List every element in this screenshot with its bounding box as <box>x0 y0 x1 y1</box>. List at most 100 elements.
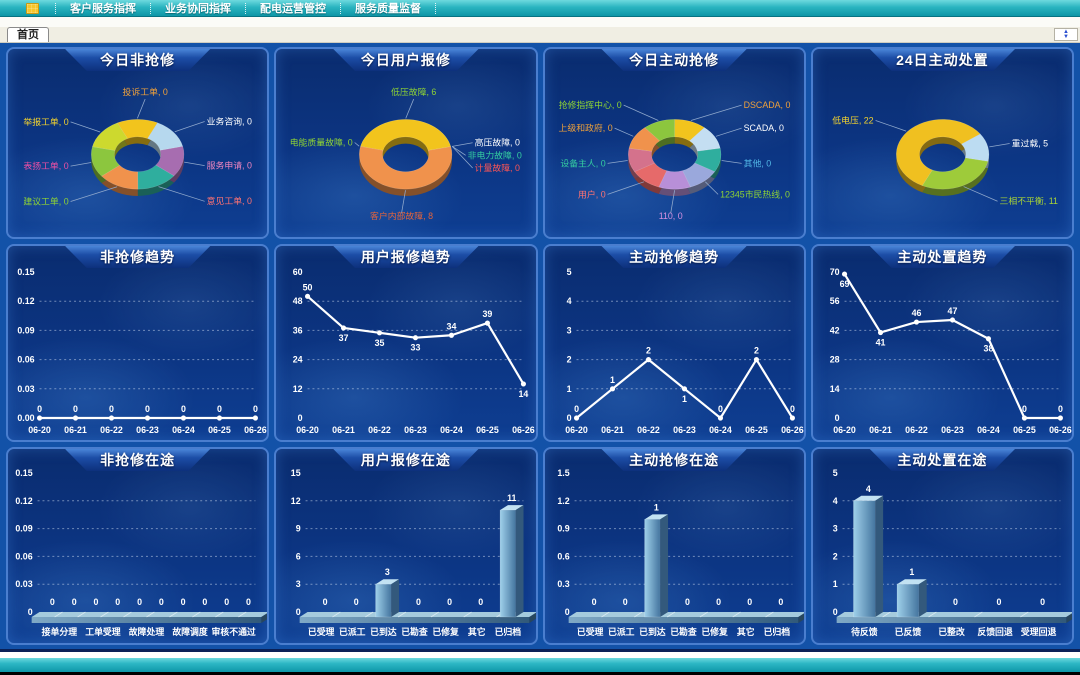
svg-text:06-23: 06-23 <box>673 425 696 435</box>
svg-text:3: 3 <box>385 567 390 577</box>
svg-text:反馈回退: 反馈回退 <box>977 626 1013 637</box>
svg-text:0: 0 <box>28 607 33 617</box>
svg-text:70: 70 <box>829 267 839 277</box>
pie-chart-24h-active-disposal: 重过载, 5 三相不平衡, 11 低电压, 22 <box>832 114 1058 206</box>
svg-text:0: 0 <box>109 404 114 414</box>
svg-text:38: 38 <box>983 344 993 354</box>
panel-today-non-emergency: 今日非抢修 投诉工单, 0 业务咨询, 0 服务申请, 0 意见工单, 0 举报工单, … <box>6 47 270 239</box>
svg-text:06-25: 06-25 <box>745 425 768 435</box>
line-chart-user-repair-trend: 0 12 24 36 48 60 06-20 06-21 06-22 06-23 06-24 06-2… <box>293 267 535 435</box>
panel-non-emergency-trend: 非抢修趋势 0.00 0.03 0.06 0.09 0.12 0.15 06-20 06-21… <box>6 244 270 442</box>
svg-text:06-22: 06-22 <box>100 425 123 435</box>
footer-bar[interactable] <box>0 658 1080 672</box>
panel-title: 用户报修在途 <box>360 452 451 468</box>
svg-text:故障处理: 故障处理 <box>129 626 165 637</box>
panel-title-plate: 今日非抢修 <box>65 49 211 71</box>
svg-text:0: 0 <box>246 597 251 607</box>
pie-chart-today-active-repair: 110, 0 DSCADA, 0 SCADA, 0 其他, 0 12345市民热线, 0… <box>558 99 790 221</box>
svg-text:接单分理: 接单分理 <box>42 626 78 637</box>
svg-text:06-20: 06-20 <box>296 425 319 435</box>
svg-text:其他, 0: 其他, 0 <box>743 157 771 168</box>
scroll-up-icon[interactable]: ▲ <box>1063 28 1069 35</box>
svg-text:0: 0 <box>953 597 958 607</box>
svg-text:0.12: 0.12 <box>15 496 32 506</box>
svg-text:0: 0 <box>447 597 452 607</box>
bar-chart-user-repair-in-transit: 0 3 6 9 12 15 0 0 3 0 0 0 11 已受理 已派工 已到达 已勘查 已修复 其它 已归档 <box>291 468 536 637</box>
svg-text:设备主人, 0: 设备主人, 0 <box>560 157 605 168</box>
svg-text:1: 1 <box>566 384 571 394</box>
svg-text:06-26: 06-26 <box>781 425 804 435</box>
panel-title-plate: 主动处置趋势 <box>869 246 1015 268</box>
svg-text:15: 15 <box>291 468 301 478</box>
panel-title: 主动处置趋势 <box>897 249 988 265</box>
menu-item-business-coordination[interactable]: 业务协同指挥 <box>165 3 231 15</box>
svg-text:06-21: 06-21 <box>601 425 624 435</box>
svg-text:0: 0 <box>574 404 579 414</box>
svg-text:3: 3 <box>832 524 837 534</box>
svg-text:50: 50 <box>303 282 313 292</box>
svg-text:已到达: 已到达 <box>639 626 666 637</box>
panel-title-plate: 用户报修趋势 <box>333 246 479 268</box>
svg-text:0: 0 <box>1040 597 1045 607</box>
menu-separator <box>435 2 436 14</box>
svg-text:06-20: 06-20 <box>28 425 51 435</box>
svg-text:39: 39 <box>483 309 493 319</box>
tab-scroll-spinner[interactable]: ▲ ▼ <box>1054 28 1078 41</box>
svg-text:56: 56 <box>829 296 839 306</box>
svg-text:上级和政府, 0: 上级和政府, 0 <box>558 122 612 133</box>
svg-text:2: 2 <box>753 346 758 356</box>
svg-text:0: 0 <box>253 404 258 414</box>
svg-text:0: 0 <box>137 597 142 607</box>
svg-text:投诉工单, 0: 投诉工单, 0 <box>123 86 168 97</box>
svg-text:1: 1 <box>832 579 837 589</box>
menu-item-customer-service[interactable]: 客户服务指挥 <box>70 3 136 15</box>
panel-title-plate: 主动处置在途 <box>869 449 1015 471</box>
svg-text:3: 3 <box>566 325 571 335</box>
svg-text:其它: 其它 <box>468 626 486 637</box>
svg-text:建议工单, 0: 建议工单, 0 <box>23 196 68 207</box>
svg-text:0: 0 <box>202 597 207 607</box>
svg-text:业务咨询, 0: 业务咨询, 0 <box>207 115 252 126</box>
svg-text:0: 0 <box>747 597 752 607</box>
svg-text:0.03: 0.03 <box>15 579 32 589</box>
svg-text:24: 24 <box>293 355 303 365</box>
svg-text:110, 0: 110, 0 <box>658 211 682 221</box>
svg-text:1: 1 <box>653 502 658 512</box>
svg-text:服务申请, 0: 服务申请, 0 <box>207 160 252 171</box>
svg-text:06-20: 06-20 <box>565 425 588 435</box>
panel-title-plate: 今日用户报修 <box>333 49 479 71</box>
svg-text:06-25: 06-25 <box>1013 425 1036 435</box>
svg-text:0: 0 <box>159 597 164 607</box>
svg-text:工单受理: 工单受理 <box>85 626 121 637</box>
svg-text:0.00: 0.00 <box>17 413 34 423</box>
panel-title-plate: 今日主动抢修 <box>601 49 747 71</box>
panel-title-plate: 非抢修在途 <box>65 449 211 471</box>
menu-item-distribution-operation[interactable]: 配电运营管控 <box>260 3 326 15</box>
panel-user-repair-trend: 用户报修趋势 0 12 24 36 48 60 06-20 06-21 06-22 06-23 06… <box>274 244 538 442</box>
app-grid-icon[interactable] <box>26 2 39 14</box>
tab-home[interactable]: 首页 <box>7 27 49 42</box>
panel-title-plate: 24日主动处置 <box>869 49 1015 71</box>
svg-text:审核不通过: 审核不通过 <box>211 626 255 637</box>
svg-text:0: 0 <box>591 597 596 607</box>
svg-text:0: 0 <box>1022 404 1027 414</box>
panel-title: 主动抢修在途 <box>629 452 720 468</box>
svg-text:06-20: 06-20 <box>833 425 856 435</box>
svg-text:待反馈: 待反馈 <box>851 626 878 637</box>
svg-text:3: 3 <box>296 579 301 589</box>
panel-title: 非抢修在途 <box>100 452 176 468</box>
scroll-down-icon[interactable]: ▼ <box>1063 33 1069 40</box>
svg-text:46: 46 <box>911 308 921 318</box>
svg-text:0: 0 <box>323 597 328 607</box>
svg-text:0: 0 <box>716 597 721 607</box>
svg-text:0: 0 <box>684 597 689 607</box>
svg-text:11: 11 <box>507 493 516 503</box>
svg-text:0.09: 0.09 <box>15 524 32 534</box>
svg-text:2: 2 <box>832 551 837 561</box>
svg-text:33: 33 <box>411 343 421 353</box>
svg-text:14: 14 <box>519 389 529 399</box>
panel-title: 24日主动处置 <box>896 52 989 68</box>
panel-active-disposal-trend: 主动处置趋势 0 14 28 42 56 70 06-20 06-21 06-22 06-23 06… <box>810 244 1074 442</box>
menu-item-service-quality[interactable]: 服务质量监督 <box>355 3 421 15</box>
